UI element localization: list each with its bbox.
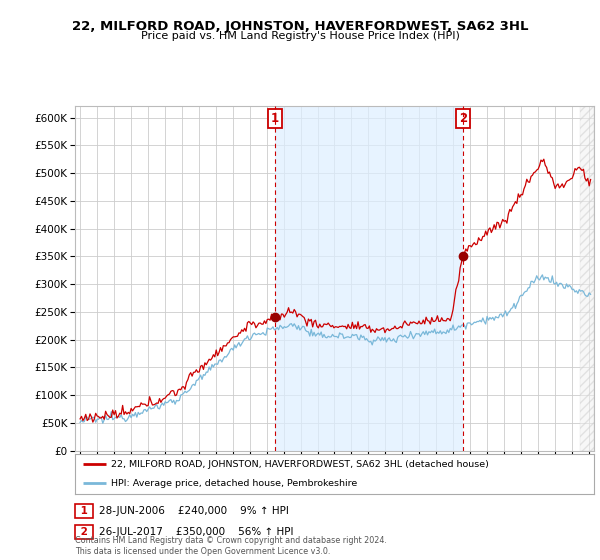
Text: Price paid vs. HM Land Registry's House Price Index (HPI): Price paid vs. HM Land Registry's House … bbox=[140, 31, 460, 41]
Bar bbox=[580, 106, 594, 451]
Text: 2: 2 bbox=[77, 527, 91, 537]
Text: 26-JUL-2017    £350,000    56% ↑ HPI: 26-JUL-2017 £350,000 56% ↑ HPI bbox=[99, 527, 293, 537]
Text: HPI: Average price, detached house, Pembrokeshire: HPI: Average price, detached house, Pemb… bbox=[112, 479, 358, 488]
Text: 28-JUN-2006    £240,000    9% ↑ HPI: 28-JUN-2006 £240,000 9% ↑ HPI bbox=[99, 506, 289, 516]
Text: Contains HM Land Registry data © Crown copyright and database right 2024.
This d: Contains HM Land Registry data © Crown c… bbox=[75, 536, 387, 556]
Text: 22, MILFORD ROAD, JOHNSTON, HAVERFORDWEST, SA62 3HL (detached house): 22, MILFORD ROAD, JOHNSTON, HAVERFORDWES… bbox=[112, 460, 489, 469]
Bar bbox=[275, 106, 463, 451]
Text: 2: 2 bbox=[459, 111, 467, 124]
Text: 22, MILFORD ROAD, JOHNSTON, HAVERFORDWEST, SA62 3HL: 22, MILFORD ROAD, JOHNSTON, HAVERFORDWES… bbox=[72, 20, 528, 32]
Text: 1: 1 bbox=[271, 111, 279, 124]
Text: 1: 1 bbox=[77, 506, 91, 516]
